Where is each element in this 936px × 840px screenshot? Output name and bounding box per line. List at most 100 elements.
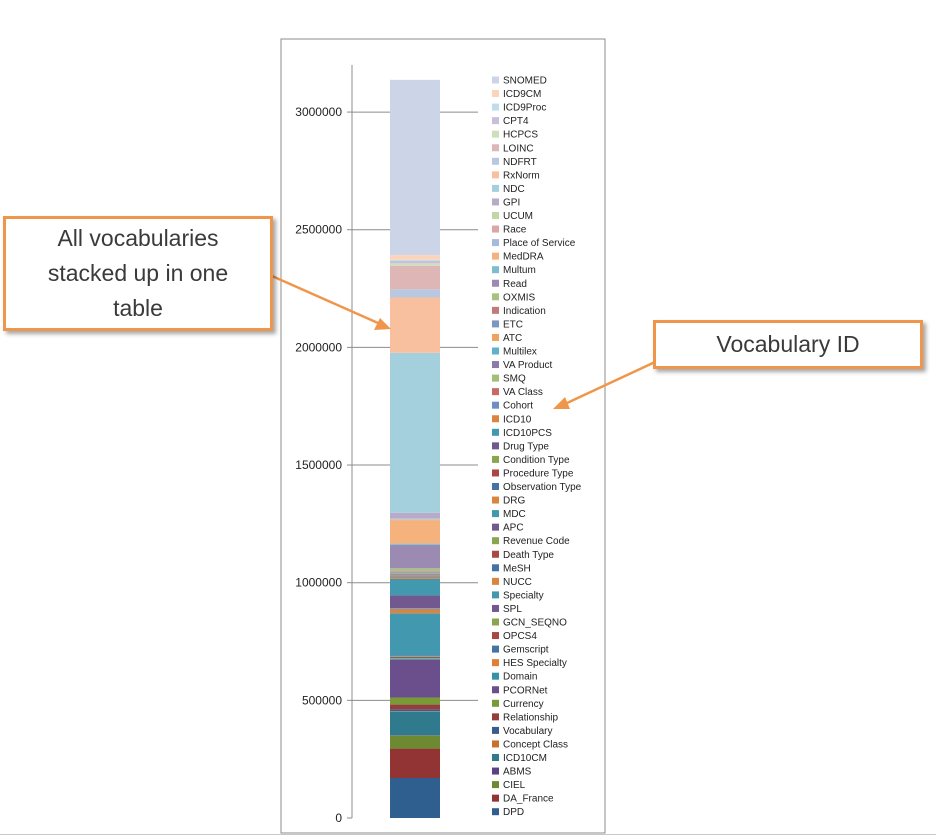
legend-label: ETC bbox=[503, 319, 523, 330]
legend-swatch bbox=[492, 374, 499, 382]
legend-label: VA Class bbox=[503, 387, 543, 398]
legend-swatch bbox=[492, 130, 499, 138]
bar-segment bbox=[390, 704, 440, 710]
bar-segment bbox=[390, 609, 440, 614]
legend-label: SMQ bbox=[503, 374, 526, 385]
legend-label: ICD10 bbox=[503, 414, 532, 425]
bar-segment bbox=[390, 572, 440, 574]
legend-label: Read bbox=[503, 279, 527, 290]
bar-segment bbox=[390, 735, 440, 749]
legend-swatch bbox=[492, 645, 499, 653]
legend-label: ICD10PCS bbox=[503, 428, 552, 439]
callout-left-arrowhead bbox=[374, 318, 391, 330]
y-tick-label: 500000 bbox=[302, 693, 342, 707]
legend-swatch bbox=[492, 117, 499, 125]
legend-swatch bbox=[492, 415, 499, 423]
legend-swatch bbox=[492, 212, 499, 219]
bar-segment bbox=[390, 79, 440, 256]
bar-segment bbox=[390, 289, 440, 298]
y-tick-label: 1500000 bbox=[295, 458, 342, 472]
legend-label: Relationship bbox=[503, 712, 558, 723]
bar-segment bbox=[390, 263, 440, 266]
legend-label: SNOMED bbox=[503, 76, 547, 87]
legend-label: GCN_SEQNO bbox=[503, 618, 567, 629]
legend-swatch bbox=[492, 428, 499, 436]
bar-segment bbox=[390, 595, 440, 609]
legend-label: Procedure Type bbox=[503, 468, 574, 479]
legend-label: MDC bbox=[503, 509, 526, 520]
legend-label: GPI bbox=[503, 197, 520, 208]
legend-swatch bbox=[492, 659, 499, 667]
y-axis-ticks: 0 500000 1000000 1500000 2000000 2500000 30000… bbox=[295, 105, 352, 825]
legend-swatch bbox=[492, 157, 499, 165]
legend-swatch bbox=[492, 279, 499, 287]
y-tick-label: 1000000 bbox=[295, 576, 342, 590]
legend-swatch bbox=[492, 699, 499, 707]
y-tick-label: 3000000 bbox=[295, 105, 342, 119]
legend-label: MedDRA bbox=[503, 252, 544, 263]
legend-swatch bbox=[492, 483, 499, 490]
legend-label: Multum bbox=[503, 265, 536, 276]
bar-segment bbox=[390, 512, 440, 519]
legend-swatch bbox=[492, 144, 499, 152]
callout-all-vocabularies: All vocabularies stacked up in one table bbox=[3, 216, 273, 331]
legend-swatch bbox=[492, 713, 499, 721]
legend-swatch bbox=[492, 496, 499, 504]
callout-right-arrowhead bbox=[553, 397, 570, 409]
bar-segment bbox=[390, 709, 440, 712]
legend-label: NDFRT bbox=[503, 157, 537, 168]
bar-segment bbox=[390, 578, 440, 596]
legend-label: HCPCS bbox=[503, 130, 538, 141]
legend-label: SPL bbox=[503, 604, 522, 615]
legend-label: OPCS4 bbox=[503, 631, 537, 642]
callout-left-arrow bbox=[271, 274, 379, 325]
legend-label: RxNorm bbox=[503, 170, 540, 181]
legend-swatch bbox=[492, 740, 499, 748]
legend-swatch bbox=[492, 672, 499, 680]
legend: SNOMED ICD9CM ICD9Proc CPT4 HCPCS LOINC NDFRT R… bbox=[492, 76, 582, 818]
bar-segment bbox=[390, 657, 440, 659]
legend-swatch bbox=[492, 767, 499, 775]
legend-label: ICD10CM bbox=[503, 753, 547, 764]
legend-swatch bbox=[492, 523, 499, 531]
legend-label: UCUM bbox=[503, 211, 533, 222]
legend-swatch bbox=[492, 306, 499, 314]
legend-label: HES Specialty bbox=[503, 658, 567, 669]
bar-segment bbox=[390, 777, 440, 818]
bar-segment bbox=[390, 656, 440, 657]
bar-segment bbox=[390, 697, 440, 705]
legend-label: ABMS bbox=[503, 767, 532, 778]
legend-swatch bbox=[492, 686, 499, 694]
legend-label: ICD9Proc bbox=[503, 103, 546, 114]
legend-swatch bbox=[492, 347, 499, 355]
legend-swatch bbox=[492, 401, 499, 409]
legend-swatch bbox=[492, 76, 499, 84]
legend-swatch bbox=[492, 577, 499, 585]
legend-swatch bbox=[492, 293, 499, 301]
legend-swatch bbox=[492, 726, 499, 734]
legend-swatch bbox=[492, 591, 499, 599]
legend-label: DRG bbox=[503, 496, 525, 507]
legend-label: Domain bbox=[503, 672, 537, 683]
legend-label: Indication bbox=[503, 306, 546, 317]
legend-label: PCORNet bbox=[503, 685, 548, 696]
bottom-divider bbox=[0, 834, 936, 835]
legend-label: CIEL bbox=[503, 780, 526, 791]
legend-swatch bbox=[492, 469, 499, 477]
legend-swatch bbox=[492, 550, 499, 558]
legend-label: Observation Type bbox=[503, 482, 582, 493]
legend-label: VA Product bbox=[503, 360, 553, 371]
legend-swatch bbox=[492, 225, 499, 233]
callout-left-text: All vocabularies stacked up in one table bbox=[47, 225, 229, 321]
legend-label: Currency bbox=[503, 699, 544, 710]
callout-vocabulary-id: Vocabulary ID bbox=[653, 320, 923, 369]
legend-label: MeSH bbox=[503, 563, 531, 574]
legend-label: ICD9CM bbox=[503, 89, 541, 100]
callout-right-arrow bbox=[566, 360, 656, 405]
callout-right-text: Vocabulary ID bbox=[716, 331, 860, 357]
legend-swatch bbox=[492, 808, 499, 816]
bar-segment bbox=[390, 711, 440, 736]
bar-segment bbox=[390, 520, 440, 544]
legend-swatch bbox=[492, 794, 499, 802]
